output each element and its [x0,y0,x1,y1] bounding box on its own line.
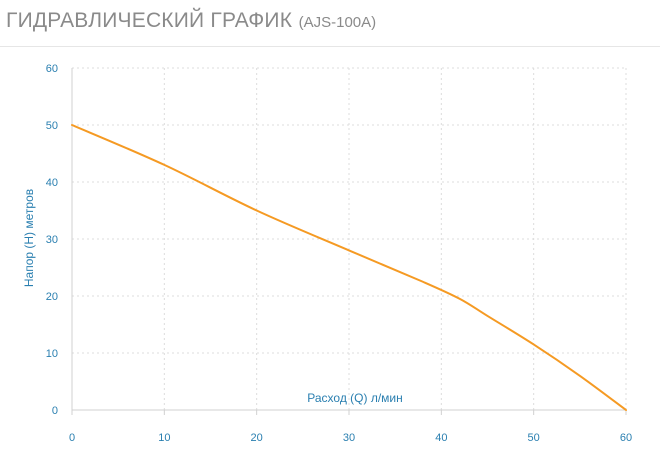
x-tick-label: 60 [620,432,632,444]
y-tick-label: 20 [46,291,58,303]
x-tick-label: 30 [343,432,355,444]
x-tick-label: 50 [528,432,540,444]
title-divider [0,46,660,47]
y-axis-title: Напор (H) метров [22,189,36,287]
y-tick-label: 40 [46,177,58,189]
grid [72,67,627,410]
page-title: ГИДРАВЛИЧЕСКИЙ ГРАФИК [6,9,293,32]
performance-curve [71,124,627,411]
chart-title: ГИДРАВЛИЧЕСКИЙ ГРАФИК (AJS-100A) [6,9,376,33]
model-label: (AJS-100A) [298,14,377,31]
x-tick-label: 0 [69,432,75,444]
x-tick-label: 20 [251,432,263,444]
y-tick-label: 50 [46,120,58,132]
y-tick-label: 10 [46,348,58,360]
x-tick-label: 10 [158,432,170,444]
x-tick-label: 40 [435,432,447,444]
axes [71,68,627,415]
y-tick-label: 30 [46,234,58,246]
tick-labels: 0 10 20 30 40 50 60 0 10 20 30 40 50 60 [46,63,632,444]
y-tick-label: 60 [46,63,58,75]
y-tick-label: 0 [52,405,58,417]
series-layer [71,124,627,411]
x-axis-title: Расход (Q) л/мин [307,391,402,405]
